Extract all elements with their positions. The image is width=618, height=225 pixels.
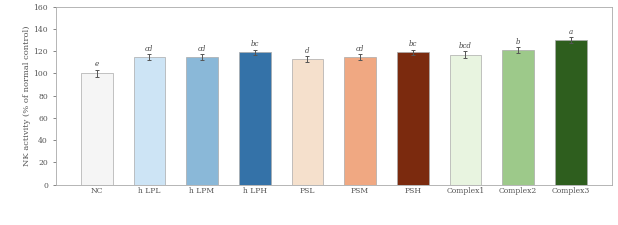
Bar xyxy=(344,57,376,184)
Bar xyxy=(81,73,112,184)
Text: e: e xyxy=(95,60,99,68)
Text: bc: bc xyxy=(408,40,417,48)
Text: d: d xyxy=(305,47,310,55)
Text: a: a xyxy=(569,28,573,36)
Text: cd: cd xyxy=(198,45,206,53)
Text: bc: bc xyxy=(250,40,259,48)
Bar xyxy=(450,54,481,184)
Text: b: b xyxy=(516,38,520,46)
Y-axis label: NK activity (% of normal control): NK activity (% of normal control) xyxy=(23,25,30,166)
Bar xyxy=(133,57,165,184)
Bar xyxy=(292,59,323,184)
Text: bcd: bcd xyxy=(459,42,472,50)
Bar xyxy=(502,50,534,184)
Bar xyxy=(186,57,218,184)
Bar xyxy=(555,40,586,184)
Text: cd: cd xyxy=(145,45,153,53)
Bar xyxy=(239,52,271,184)
Text: cd: cd xyxy=(356,45,364,53)
Bar xyxy=(397,52,428,184)
